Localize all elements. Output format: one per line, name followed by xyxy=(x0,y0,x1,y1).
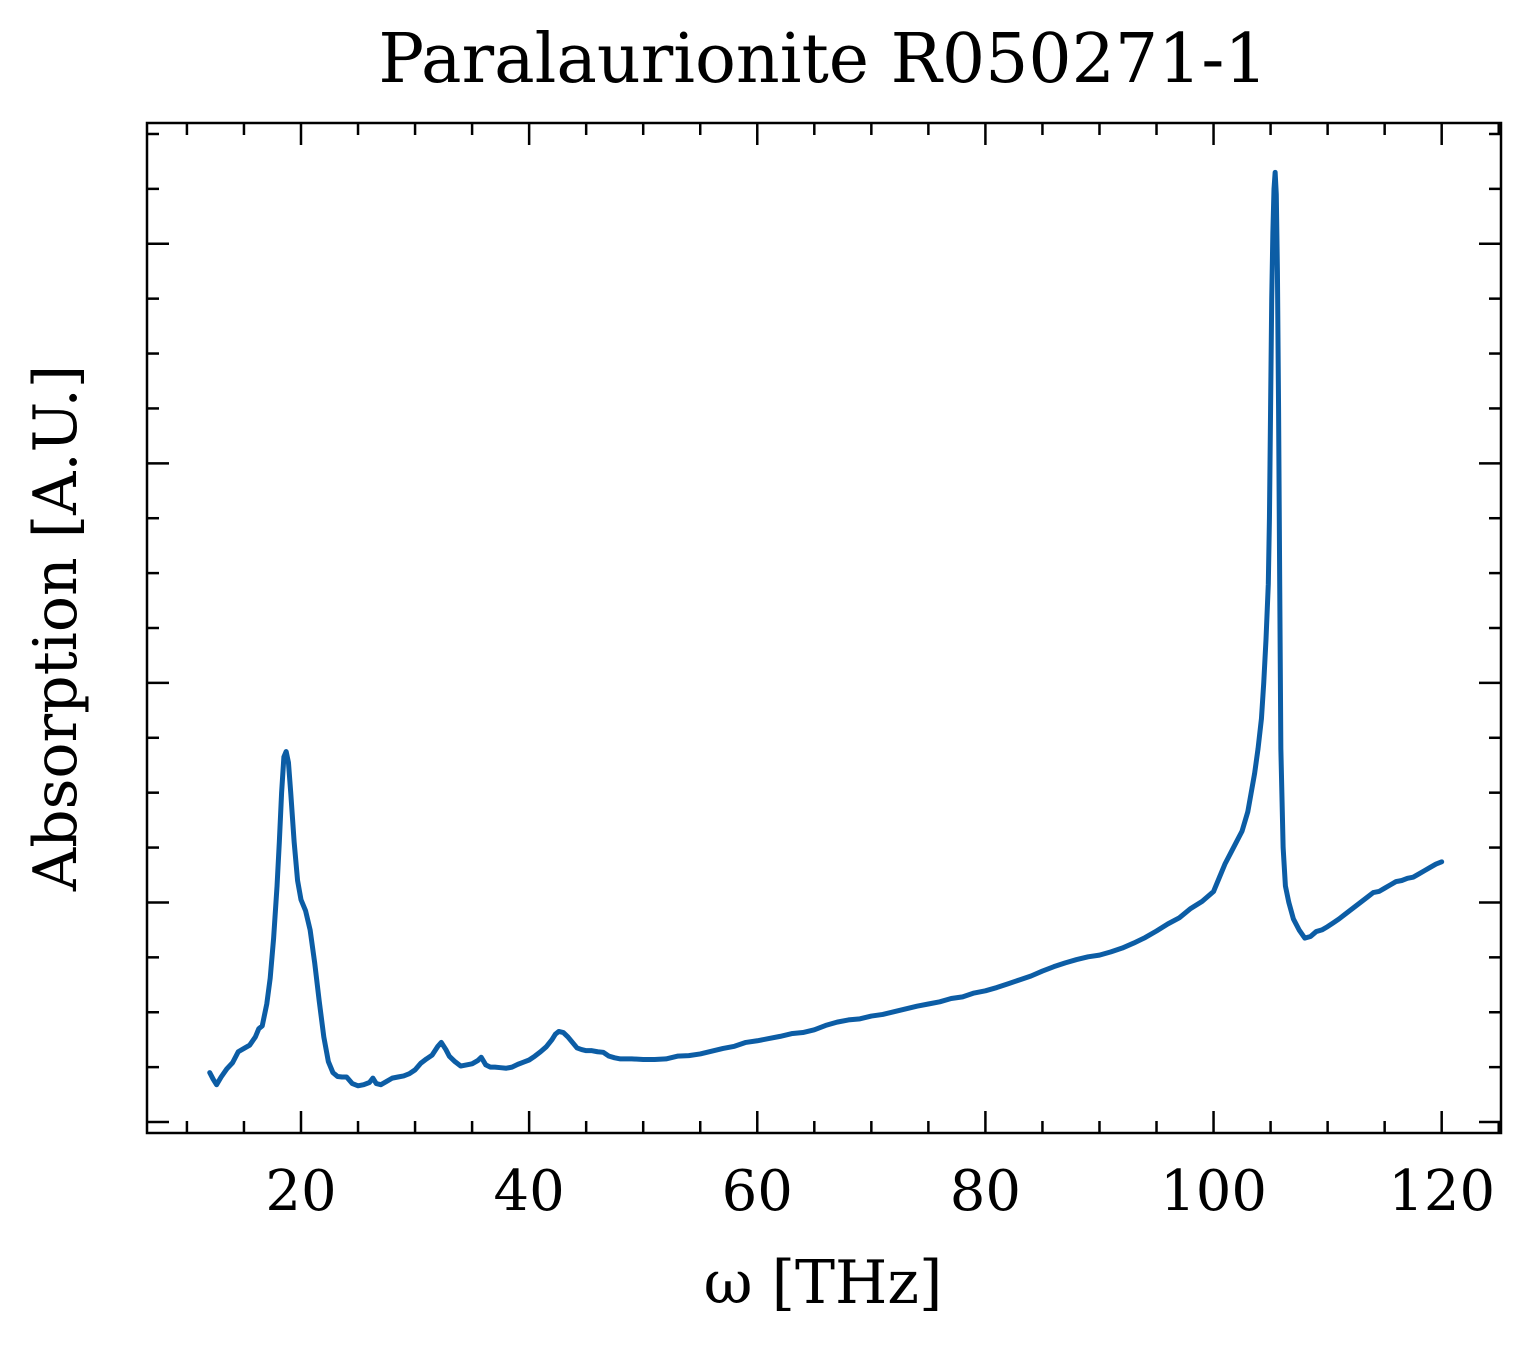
x-tick-label: 100 xyxy=(1160,1159,1267,1224)
x-tick-label: 80 xyxy=(950,1159,1021,1224)
x-tick-label: 20 xyxy=(265,1159,336,1224)
axis-ticks xyxy=(147,123,1501,1133)
chart-title: Paralaurionite R050271-1 xyxy=(378,20,1267,99)
x-tick-label: 120 xyxy=(1388,1159,1495,1224)
x-tick-labels: 20 40 60 80 100 120 xyxy=(265,1159,1495,1224)
series-line xyxy=(207,169,1445,1089)
x-axis-label: ω [THz] xyxy=(704,1248,943,1318)
x-tick-label: 60 xyxy=(722,1159,793,1224)
x-tick-label: 40 xyxy=(493,1159,564,1224)
y-axis-label: Absorption [A.U.] xyxy=(21,365,91,892)
plot-frame xyxy=(145,121,1503,1135)
